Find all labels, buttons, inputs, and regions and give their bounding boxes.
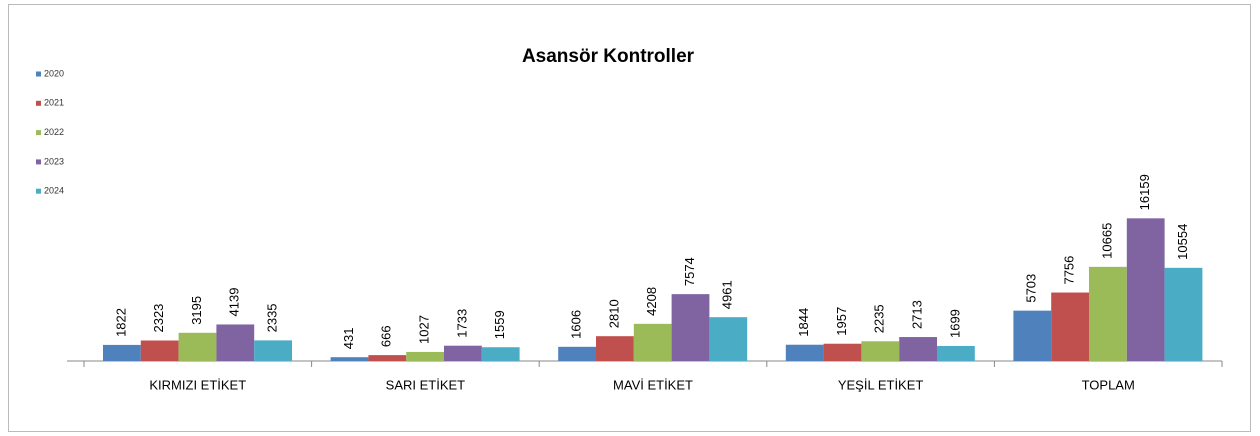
- legend-label: 2021: [44, 98, 64, 108]
- bar: [368, 355, 407, 361]
- data-label: 431: [341, 327, 356, 349]
- bar: [406, 351, 444, 361]
- data-label: 2810: [606, 299, 621, 328]
- data-label: 1733: [454, 309, 469, 338]
- bar: [558, 346, 596, 361]
- data-label: 2713: [910, 300, 925, 329]
- legend-swatch: [36, 100, 41, 106]
- data-label: 1957: [834, 307, 849, 336]
- x-tick-label: KIRMIZI ETİKET: [149, 377, 246, 392]
- data-label: 1844: [796, 308, 811, 337]
- data-label: 16159: [1137, 174, 1152, 210]
- legend-label: 2022: [44, 127, 64, 137]
- data-label: 2323: [151, 304, 166, 333]
- data-label: 10554: [1175, 224, 1190, 260]
- bar: [216, 324, 255, 361]
- data-label: 1027: [417, 315, 432, 344]
- data-label: 7574: [682, 257, 697, 286]
- data-label: 1559: [492, 310, 507, 339]
- data-label: 3195: [189, 296, 204, 325]
- bar: [481, 347, 520, 361]
- data-label: 2335: [265, 303, 280, 332]
- bar: [671, 294, 710, 361]
- bar: [178, 332, 217, 361]
- bar: [861, 341, 900, 361]
- legend-swatch: [36, 159, 41, 165]
- legend-swatch: [36, 188, 41, 194]
- x-tick-label: MAVİ ETİKET: [613, 377, 693, 392]
- x-tick-label: YEŞİL ETİKET: [838, 377, 924, 392]
- bar: [596, 336, 634, 361]
- data-label: 2235: [872, 304, 887, 333]
- bar: [140, 340, 179, 361]
- bar: [937, 346, 975, 361]
- bar: [103, 344, 141, 361]
- data-label: 4139: [227, 288, 242, 317]
- bar: [823, 343, 862, 361]
- data-label: 666: [379, 325, 394, 347]
- bar: [1013, 310, 1052, 361]
- data-label: 1606: [569, 310, 584, 339]
- legend-label: 2024: [44, 186, 64, 196]
- bar: [785, 344, 824, 361]
- chart-title: Asansör Kontroller: [522, 46, 695, 67]
- bar: [1126, 218, 1165, 361]
- legend-swatch: [36, 71, 41, 77]
- bar: [633, 323, 672, 361]
- bar: [1164, 267, 1203, 361]
- x-tick-label: SARI ETİKET: [386, 377, 466, 392]
- data-label: 1822: [113, 308, 128, 337]
- data-label: 7756: [1062, 256, 1077, 285]
- bar: [444, 345, 482, 361]
- bar: [709, 317, 748, 361]
- x-tick-label: TOPLAM: [1082, 377, 1135, 392]
- bar: [330, 357, 369, 361]
- data-label: 4208: [644, 287, 659, 316]
- data-label: 5703: [1024, 274, 1039, 303]
- bar: [254, 340, 292, 361]
- legend-swatch: [36, 130, 41, 136]
- bar: [899, 337, 937, 361]
- data-label: 4961: [720, 280, 735, 309]
- bar: [1089, 266, 1127, 361]
- data-label: 10665: [1099, 223, 1114, 259]
- data-label: 1699: [947, 309, 962, 338]
- bar: [1051, 292, 1089, 361]
- legend-label: 2023: [44, 156, 64, 166]
- chart-frame: [8, 4, 1251, 432]
- legend-label: 2020: [44, 68, 64, 78]
